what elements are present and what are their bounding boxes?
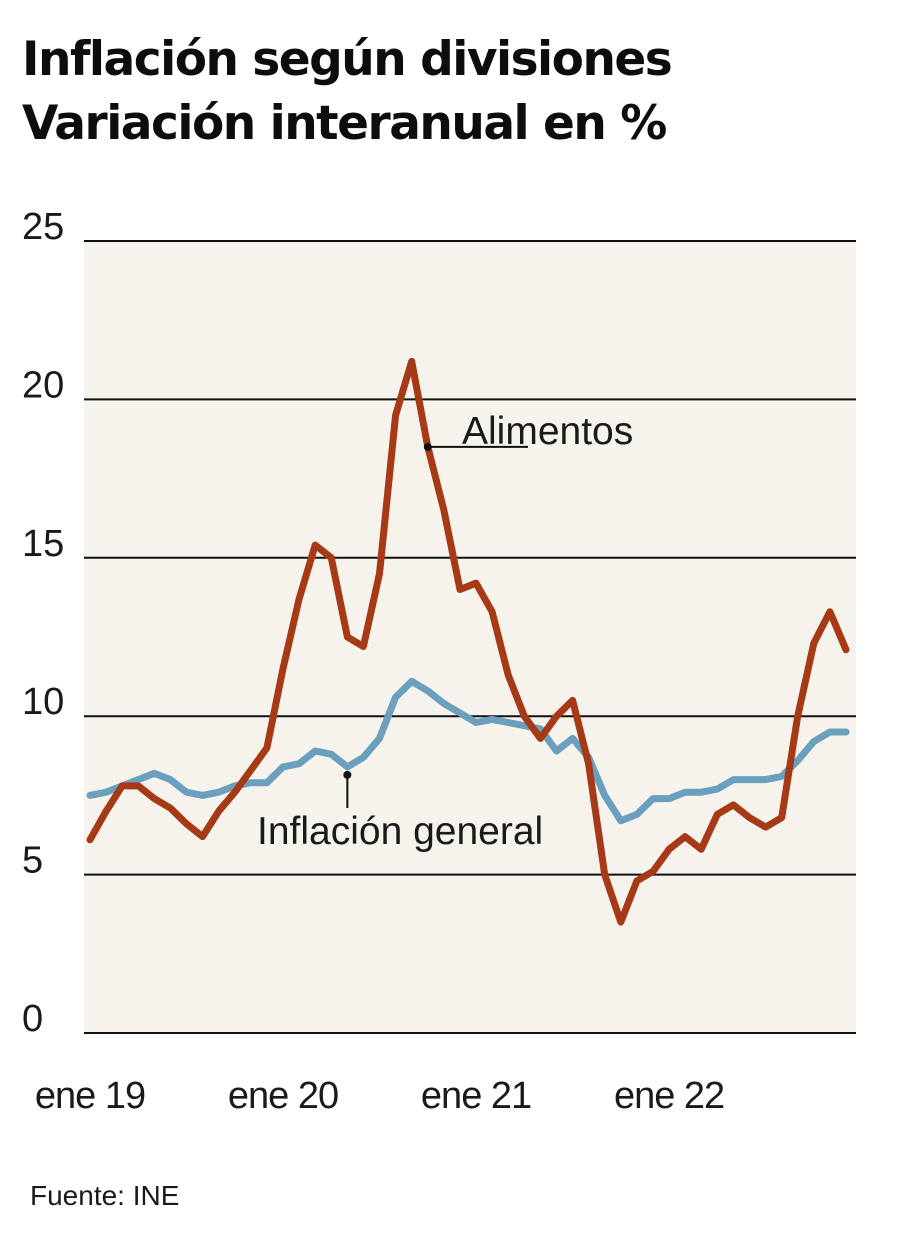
- annotation-label-alimentos: Alimentos: [462, 410, 633, 453]
- x-tick-label: ene 19: [35, 1075, 145, 1117]
- x-tick-label: ene 21: [421, 1075, 531, 1117]
- annotation-label-inflacion-general: Inflación general: [257, 810, 543, 853]
- source-note: Fuente: INE: [30, 1180, 180, 1211]
- series-line-inflacion-general: [86, 677, 850, 825]
- chart-subtitle: Variación interanual en %: [22, 96, 667, 151]
- y-tick-label: 20: [22, 364, 64, 406]
- y-tick-label: 0: [22, 998, 43, 1040]
- y-tick-label: 5: [22, 840, 43, 882]
- y-tick-label: 15: [22, 523, 64, 565]
- x-tick-label: ene 20: [228, 1075, 338, 1117]
- y-tick-label: 10: [22, 681, 64, 723]
- chart-title: Inflación según divisiones: [22, 32, 673, 87]
- title-block: Inflación según divisiones Variación int…: [22, 28, 673, 156]
- x-tick-label: ene 22: [614, 1075, 724, 1117]
- series-line-alimentos: [86, 357, 850, 926]
- plot-background: [84, 241, 856, 1033]
- y-tick-label: 25: [22, 206, 64, 248]
